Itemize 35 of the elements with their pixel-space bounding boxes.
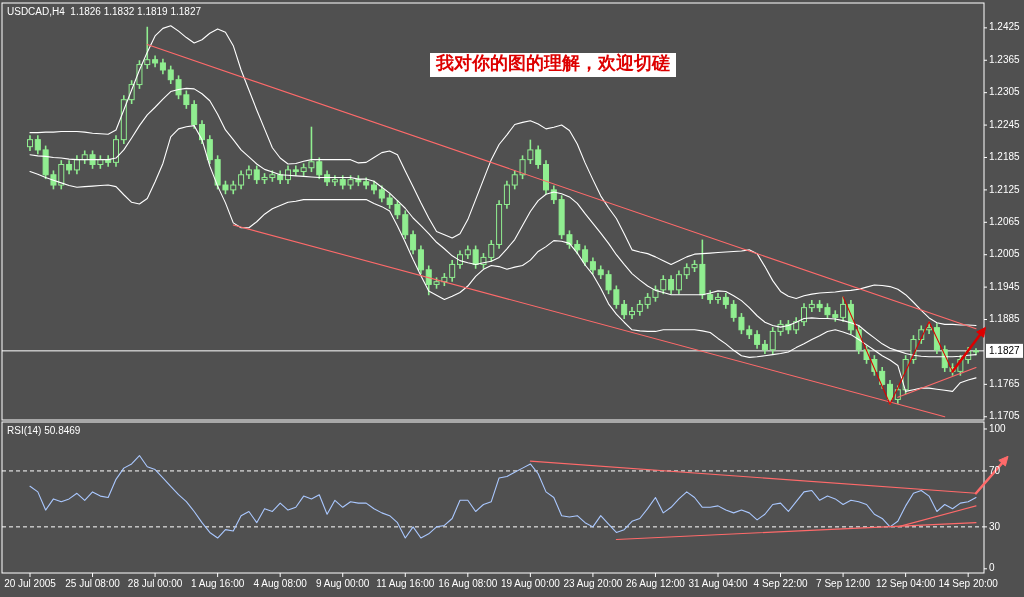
x-tick-label: 14 Sep 20:00 [938, 578, 999, 589]
y-tick-label: 1.2185 [989, 151, 1021, 163]
y-tick-label: 1.1705 [989, 410, 1021, 422]
y-tick-label: 1.1945 [989, 280, 1021, 292]
x-tick-label: 4 Aug 08:00 [253, 578, 308, 589]
x-tick-label: 7 Sep 12:00 [816, 578, 871, 589]
x-tick-label: 12 Sep 04:00 [875, 578, 936, 589]
x-tick-label: 19 Aug 00:00 [500, 578, 561, 589]
annotation: 我对你的图的理解，欢迎切磋 [435, 53, 670, 74]
ref-line-label: 1.1827 [989, 344, 1021, 356]
y-tick-label: 1.2245 [989, 118, 1021, 130]
y-tick-label: 1.2065 [989, 215, 1021, 227]
y-tick-label: 1.1765 [989, 377, 1021, 389]
x-tick-label: 31 Aug 04:00 [688, 578, 748, 589]
x-tick-label: 25 Jul 08:00 [65, 578, 121, 589]
y-tick-label: 1.2125 [989, 183, 1021, 195]
y-tick-label: 0 [989, 562, 995, 574]
y-tick-label: 1.2425 [989, 21, 1021, 33]
x-tick-label: 20 Jul 2005 [4, 578, 57, 589]
x-tick-label: 16 Aug 08:00 [438, 578, 498, 589]
y-tick-label: 1.1885 [989, 313, 1021, 325]
x-tick-label: 1 Aug 16:00 [190, 578, 245, 589]
x-tick-label: 4 Sep 22:00 [753, 578, 808, 589]
y-tick-label: 1.2365 [989, 53, 1021, 65]
x-tick-label: 11 Aug 16:00 [376, 578, 435, 589]
chart-title: USDCAD,H4 1.1826 1.1832 1.1819 1.1827 [7, 6, 202, 17]
chart-title: RSI(14) 50.8469 [7, 425, 81, 436]
x-tick-label: 26 Aug 12:00 [625, 578, 686, 589]
y-tick-label: 30 [989, 520, 1001, 532]
x-tick-label: 23 Aug 20:00 [563, 578, 623, 589]
x-tick-label: 9 Aug 00:00 [316, 578, 370, 589]
y-tick-label: 1.2005 [989, 248, 1021, 260]
x-tick-label: 28 Jul 00:00 [127, 578, 183, 589]
y-tick-label: 100 [989, 422, 1007, 434]
y-tick-label: 1.2305 [989, 86, 1021, 98]
